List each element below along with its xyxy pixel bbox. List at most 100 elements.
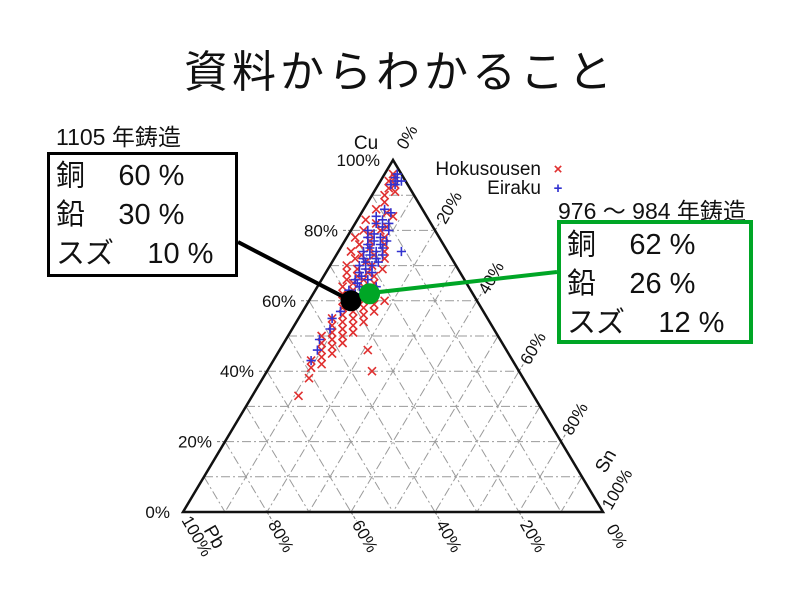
scatter-point-eiraku bbox=[377, 250, 388, 260]
scatter-point-eiraku bbox=[335, 306, 346, 316]
scatter-point-eiraku bbox=[396, 176, 406, 186]
chart-legend: Hokusousen × Eiraku + bbox=[400, 158, 575, 199]
grid-line-pb bbox=[224, 441, 268, 513]
grid-line-sn bbox=[266, 230, 436, 513]
annotation-year-label-976: 976 ～ 984 年鋳造 bbox=[558, 198, 746, 224]
tick-sn bbox=[560, 432, 567, 442]
scatter-point-eiraku bbox=[373, 257, 383, 267]
element-name: 銅 bbox=[56, 160, 86, 192]
grid-line-sn bbox=[350, 300, 478, 513]
scatter-point-eiraku bbox=[396, 246, 406, 257]
scatter-point-hokusousen bbox=[338, 282, 348, 292]
scatter-point-hokusousen bbox=[317, 359, 327, 369]
scatter-point-hokusousen bbox=[380, 296, 390, 306]
axis-tick-label: 60% bbox=[348, 517, 381, 556]
grid-line-pb bbox=[287, 335, 394, 513]
axis-tick-label: 100% bbox=[337, 151, 380, 170]
scatter-point-hokusousen bbox=[359, 310, 369, 320]
legend-label: Eiraku bbox=[487, 177, 541, 199]
tick-pb bbox=[350, 511, 357, 522]
scatter-point-eiraku bbox=[312, 345, 322, 355]
scatter-points bbox=[293, 169, 406, 401]
axis-tick-label: 80% bbox=[559, 399, 592, 438]
scatter-point-hokusousen bbox=[348, 313, 358, 323]
element-name: 鉛 bbox=[56, 199, 86, 231]
element-value: 12 % bbox=[658, 307, 725, 339]
scatter-point-hokusousen bbox=[327, 342, 337, 352]
scatter-point-eiraku bbox=[361, 264, 371, 274]
scatter-point-hokusousen bbox=[359, 317, 369, 327]
axis-tick-label: 40% bbox=[220, 362, 254, 381]
scatter-point-eiraku bbox=[386, 208, 396, 218]
composition-row: 銅 62 % bbox=[567, 226, 741, 265]
scatter-point-hokusousen bbox=[327, 334, 337, 345]
scatter-point-eiraku bbox=[371, 218, 381, 228]
scatter-point-hokusousen bbox=[327, 349, 337, 359]
tick-pb bbox=[518, 511, 525, 522]
scatter-point-hokusousen bbox=[346, 246, 356, 257]
grid-line-sn bbox=[560, 476, 583, 513]
scatter-point-hokusousen bbox=[367, 366, 377, 376]
grid-line-pb bbox=[245, 406, 310, 513]
scatter-point-hokusousen bbox=[363, 345, 373, 355]
scatter-point-hokusousen bbox=[306, 363, 316, 373]
scatter-point-hokusousen bbox=[380, 190, 390, 200]
legend-item-eiraku: Eiraku + bbox=[400, 177, 575, 199]
scatter-point-eiraku bbox=[356, 271, 367, 281]
scatter-point-hokusousen bbox=[348, 327, 358, 338]
scatter-point-eiraku bbox=[367, 268, 377, 278]
scatter-point-eiraku bbox=[365, 250, 375, 260]
scatter-point-eiraku bbox=[377, 222, 388, 232]
grid-line-sn bbox=[224, 194, 415, 513]
scatter-point-hokusousen bbox=[338, 317, 348, 327]
scatter-point-hokusousen bbox=[342, 268, 352, 278]
axis-tick-label: 0% bbox=[145, 503, 170, 522]
element-value: 60 % bbox=[118, 160, 185, 192]
tick-marks bbox=[215, 221, 567, 522]
annotation-box-976: 銅 62 % 鉛 26 % スズ 12 % bbox=[557, 220, 753, 344]
legend-item-hokusousen: Hokusousen × bbox=[400, 158, 575, 180]
annotation-box-1105: 銅 60 % 鉛 30 % スズ 10 % bbox=[47, 152, 238, 277]
scatter-point-hokusousen bbox=[371, 204, 381, 214]
composition-row: スズ 10 % bbox=[56, 235, 227, 274]
element-value: 26 % bbox=[629, 268, 696, 300]
scatter-point-eiraku bbox=[363, 275, 373, 285]
composition-dot-1105 bbox=[340, 290, 362, 312]
grid-line-pb bbox=[203, 476, 226, 513]
tick-sn bbox=[434, 221, 441, 231]
legend-label: Hokusousen bbox=[435, 158, 541, 180]
page-title: 資料からわかること bbox=[184, 48, 616, 97]
scatter-point-hokusousen bbox=[342, 261, 352, 271]
scatter-point-hokusousen bbox=[304, 373, 314, 383]
scatter-point-hokusousen bbox=[293, 391, 304, 401]
scatter-point-eiraku bbox=[384, 225, 394, 235]
triangle-edges bbox=[180, 157, 606, 514]
grid-line-sn bbox=[392, 335, 499, 513]
element-name: 銅 bbox=[567, 229, 597, 261]
composition-row: スズ 12 % bbox=[567, 304, 741, 343]
grid-lines bbox=[203, 194, 583, 513]
scatter-point-hokusousen bbox=[350, 232, 360, 242]
element-name: スズ bbox=[56, 238, 115, 270]
composition-row: 鉛 26 % bbox=[567, 265, 741, 304]
axis-tick-label: 0% bbox=[602, 521, 631, 552]
element-name: 鉛 bbox=[567, 268, 597, 300]
scatter-point-hokusousen bbox=[338, 338, 348, 348]
annotation-year-label-1105: 1105 年鋳造 bbox=[56, 124, 181, 150]
connector-line-976 bbox=[363, 270, 558, 296]
element-value: 62 % bbox=[629, 229, 696, 261]
axis-tick-label: 60% bbox=[262, 292, 296, 311]
axis-tick-label: 40% bbox=[432, 517, 465, 556]
composition-dot-976 bbox=[359, 283, 381, 305]
connector-line-1105 bbox=[237, 240, 352, 303]
scatter-point-hokusousen bbox=[354, 239, 364, 250]
scatter-point-eiraku bbox=[392, 169, 402, 179]
scatter-point-hokusousen bbox=[317, 352, 327, 362]
tick-sn bbox=[518, 361, 525, 372]
x-marker-icon: × bbox=[553, 161, 563, 178]
grid-line-sn bbox=[308, 265, 457, 513]
scatter-point-hokusousen bbox=[350, 254, 360, 264]
scatter-point-hokusousen bbox=[342, 275, 352, 285]
element-name: スズ bbox=[567, 307, 626, 339]
